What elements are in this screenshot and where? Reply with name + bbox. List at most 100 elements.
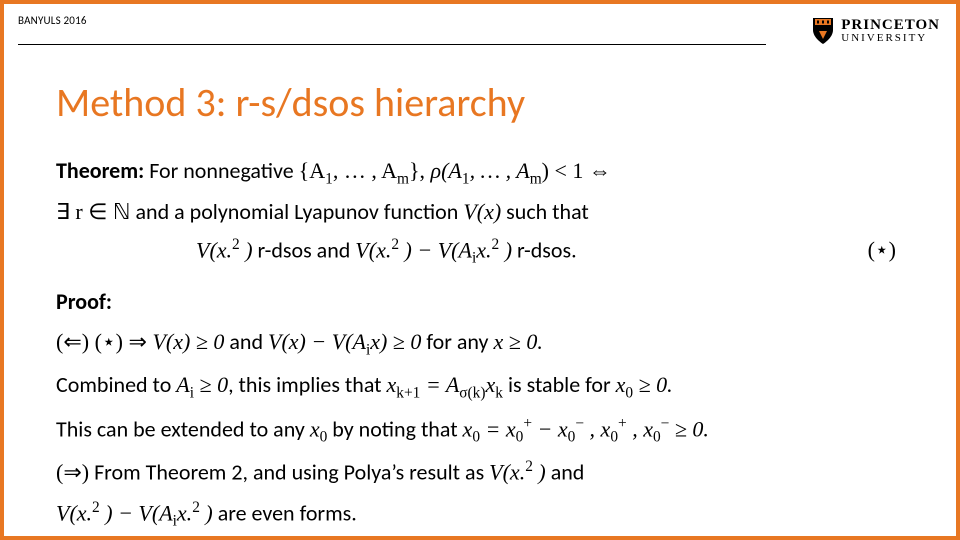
text: are even forms. bbox=[213, 499, 357, 526]
math: ) bbox=[240, 238, 253, 263]
math: V bbox=[56, 500, 69, 525]
sup: − bbox=[575, 415, 584, 432]
math: ≥ 0. bbox=[633, 372, 673, 397]
lhs: V(x.2 ) r-dsos and V(x.2 ) − V(Aix.2 ) r… bbox=[196, 233, 577, 271]
text: This can be extended to any bbox=[56, 415, 310, 442]
sub: 1 bbox=[462, 170, 470, 187]
sub: 0 bbox=[610, 428, 618, 445]
text: For nonnegative bbox=[144, 157, 298, 184]
math: ≥ 0 bbox=[194, 372, 228, 397]
sub: σ(k) bbox=[459, 385, 485, 402]
sup: 2 bbox=[92, 499, 100, 516]
math: ) − V bbox=[100, 500, 152, 525]
sup: + bbox=[523, 415, 532, 432]
slide-body: Theorem: For nonnegative {A1, … , Am}, ρ… bbox=[56, 154, 916, 539]
math: (x. bbox=[69, 500, 92, 525]
text: by noting that bbox=[327, 415, 462, 442]
slide-title: Method 3: r-s/dsos hierarchy bbox=[56, 78, 525, 127]
sub: 1 bbox=[325, 170, 333, 187]
sup: 2 bbox=[391, 236, 399, 253]
theorem-label: Theorem: bbox=[56, 157, 144, 184]
sub: 0 bbox=[653, 428, 661, 445]
theorem-line-2: ∃ r ∈ ℕ and a polynomial Lyapunov functi… bbox=[56, 195, 916, 229]
math: x ≥ 0. bbox=[493, 329, 542, 354]
logo-secondary: UNIVERSITY bbox=[841, 33, 940, 44]
math: (⇐) (⋆) ⇒ bbox=[56, 329, 152, 354]
logo-text: PRINCETON UNIVERSITY bbox=[841, 18, 940, 44]
proof-line-3: This can be extended to any x0 by noting… bbox=[56, 412, 916, 450]
math: {A bbox=[299, 158, 325, 183]
math: (x. bbox=[209, 238, 232, 263]
sub: m bbox=[530, 170, 542, 187]
math: ) bbox=[200, 500, 213, 525]
text: r-dsos and bbox=[253, 237, 356, 264]
text: and a polynomial Lyapunov function bbox=[131, 198, 464, 225]
math: x bbox=[486, 372, 496, 397]
math: x bbox=[463, 416, 473, 441]
header-rule bbox=[18, 44, 766, 45]
math: ) bbox=[499, 238, 512, 263]
math: , x bbox=[584, 416, 610, 441]
math: ) < 1 ⇔ bbox=[542, 158, 611, 183]
math: (A bbox=[345, 329, 366, 354]
math: V bbox=[152, 329, 165, 354]
text: is stable for bbox=[503, 371, 616, 398]
shield-icon bbox=[811, 16, 835, 46]
text: Combined to bbox=[56, 371, 176, 398]
theorem-line-1: Theorem: For nonnegative {A1, … , Am}, ρ… bbox=[56, 154, 916, 191]
math: (x. bbox=[503, 460, 526, 485]
math: , … , A bbox=[470, 158, 530, 183]
math: x. bbox=[177, 500, 192, 525]
sup: 2 bbox=[192, 499, 200, 516]
math: (⇒) bbox=[56, 460, 89, 485]
math: (x) bbox=[477, 199, 501, 224]
proof-line-1: (⇐) (⋆) ⇒ V(x) ≥ 0 and V(x) − V(Aix) ≥ 0… bbox=[56, 325, 916, 362]
sub: 0 bbox=[472, 428, 480, 445]
logo-primary: PRINCETON bbox=[841, 18, 940, 33]
sup: 2 bbox=[525, 458, 533, 475]
math: (A bbox=[441, 158, 462, 183]
text: r-dsos. bbox=[512, 237, 577, 264]
sub: m bbox=[397, 170, 409, 187]
math: − x bbox=[532, 416, 568, 441]
text: for any bbox=[421, 328, 493, 355]
conference-label: BANYULS 2016 bbox=[8, 8, 87, 27]
eqn-tag: (⋆) bbox=[868, 233, 896, 271]
proof-line-4: (⇒) From Theorem 2, and using Polya’s re… bbox=[56, 455, 916, 489]
slide: BANYULS 2016 PRINCETON UNIVERSITY Method… bbox=[0, 0, 960, 540]
math: ≥ 0. bbox=[669, 416, 709, 441]
math: x bbox=[616, 372, 626, 397]
math: V bbox=[489, 460, 502, 485]
math: ) bbox=[533, 460, 546, 485]
math: (x. bbox=[369, 238, 392, 263]
text: and bbox=[546, 459, 585, 486]
text: , this implies that bbox=[228, 371, 386, 398]
text: and bbox=[224, 328, 268, 355]
math: V bbox=[355, 238, 368, 263]
math: V bbox=[196, 238, 209, 263]
math: x bbox=[310, 416, 320, 441]
proof-line-2: Combined to Ai ≥ 0, this implies that xk… bbox=[56, 368, 916, 405]
proof-line-5: V(x.2 ) − V(Aix.2 ) are even forms. bbox=[56, 496, 916, 534]
math: = A bbox=[420, 372, 459, 397]
math: V bbox=[268, 329, 281, 354]
math: (A bbox=[451, 238, 472, 263]
math: (x) − V bbox=[281, 329, 345, 354]
math: , … , A bbox=[333, 158, 397, 183]
sub: k+1 bbox=[396, 385, 420, 402]
math: , x bbox=[627, 416, 653, 441]
math: (A bbox=[152, 500, 173, 525]
princeton-logo: PRINCETON UNIVERSITY bbox=[811, 8, 952, 46]
math: ) − V bbox=[399, 238, 451, 263]
proof-block: Proof: (⇐) (⋆) ⇒ V(x) ≥ 0 and V(x) − V(A… bbox=[56, 285, 916, 533]
sub: k bbox=[495, 385, 503, 402]
math: A bbox=[176, 372, 189, 397]
math: }, bbox=[409, 158, 431, 183]
text: such that bbox=[501, 198, 589, 225]
sup: + bbox=[618, 415, 627, 432]
proof-label: Proof: bbox=[56, 285, 916, 319]
math: x) ≥ 0 bbox=[370, 329, 421, 354]
text: From Theorem 2, and using Polya’s result… bbox=[89, 459, 489, 486]
math: = x bbox=[480, 416, 516, 441]
math: x. bbox=[476, 238, 491, 263]
